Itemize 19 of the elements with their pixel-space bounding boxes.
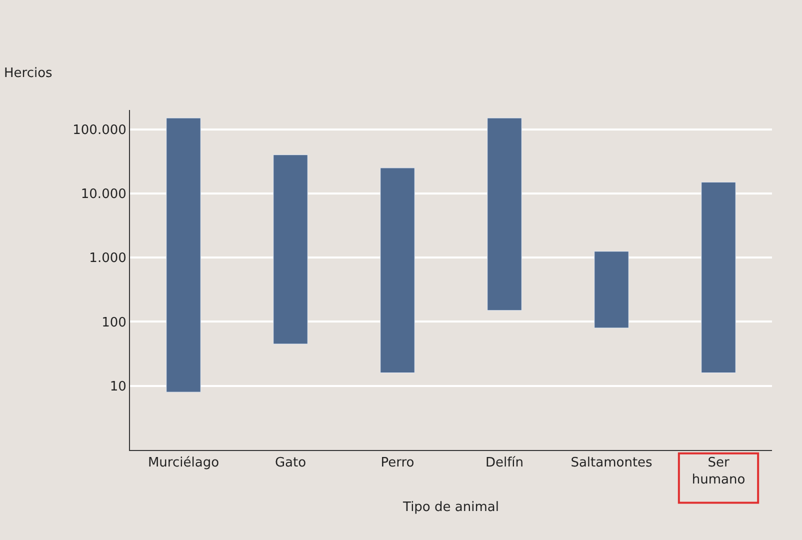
- x-tick-label: Delfín: [485, 456, 524, 471]
- y-tick-label: 10: [110, 379, 126, 394]
- y-tick-label: 100: [102, 315, 126, 330]
- bar: [380, 168, 415, 374]
- y-axis-title: Hercios: [4, 66, 53, 81]
- x-tick-label: Murciélago: [148, 456, 220, 471]
- x-tick-label: Ser humano: [692, 456, 746, 488]
- x-tick-label: Perro: [380, 456, 414, 471]
- x-tick-label: Saltamontes: [570, 456, 653, 471]
- y-tick-label: 10.000: [80, 187, 126, 202]
- bar: [701, 182, 736, 374]
- x-axis-title: Tipo de animal: [402, 500, 499, 516]
- y-tick-label: 1.000: [89, 251, 126, 266]
- bar: [166, 118, 201, 392]
- bar: [273, 154, 308, 344]
- bar: [594, 251, 629, 328]
- y-tick-label: 100.000: [72, 122, 126, 138]
- bar: [487, 118, 522, 311]
- x-tick-label: Gato: [274, 456, 306, 471]
